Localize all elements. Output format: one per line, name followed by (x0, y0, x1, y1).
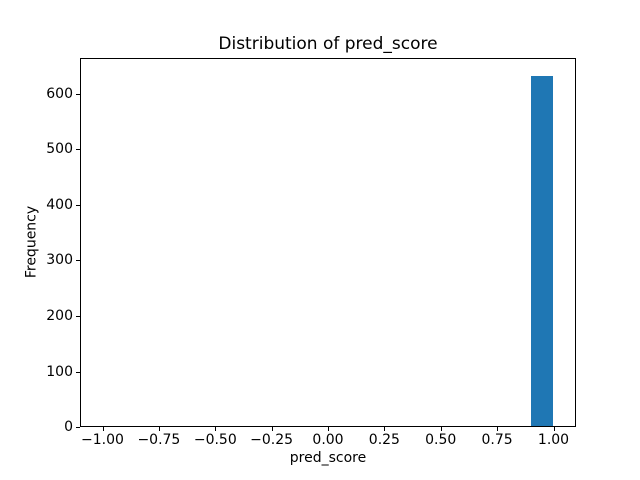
y-tick-label: 100 (46, 363, 73, 380)
x-tick-label: −1.00 (81, 432, 124, 448)
x-tick-mark (102, 427, 104, 431)
y-tick-label: 400 (46, 196, 73, 213)
x-tick-mark (384, 427, 386, 431)
x-tick-mark (271, 427, 273, 431)
x-tick-label: 0.25 (368, 432, 400, 448)
x-tick-label: 0.00 (312, 432, 344, 448)
y-tick-label: 600 (46, 85, 73, 102)
x-tick-mark (440, 427, 442, 431)
x-tick-label: 0.75 (481, 432, 513, 448)
x-tick-label: −0.25 (250, 432, 294, 448)
x-tick-mark (215, 427, 217, 431)
plot-area (80, 58, 576, 427)
y-tick-mark (76, 260, 80, 262)
x-tick-mark (497, 427, 499, 431)
x-tick-mark (328, 427, 329, 431)
y-tick-label: 200 (46, 308, 73, 324)
y-tick-mark (76, 371, 80, 373)
chart-title: Distribution of pred_score (218, 34, 438, 54)
x-tick-label: 0.50 (425, 432, 457, 448)
y-tick-label: 500 (46, 141, 73, 158)
x-tick-label: −0.50 (193, 432, 237, 448)
y-tick-label: 0 (64, 419, 73, 435)
y-axis-label: Frequency (23, 205, 40, 279)
x-tick-label: 1.00 (537, 432, 570, 448)
y-tick-mark (76, 316, 80, 317)
y-tick-mark (76, 149, 80, 151)
x-tick-label: −0.75 (137, 432, 181, 448)
x-tick-mark (158, 427, 160, 431)
y-tick-mark (76, 427, 80, 428)
histogram-bar (530, 75, 554, 426)
y-tick-label: 300 (46, 252, 73, 269)
x-axis-label: pred_score (289, 450, 367, 466)
x-tick-mark (553, 427, 555, 431)
y-tick-mark (76, 93, 80, 95)
y-tick-mark (76, 204, 80, 206)
